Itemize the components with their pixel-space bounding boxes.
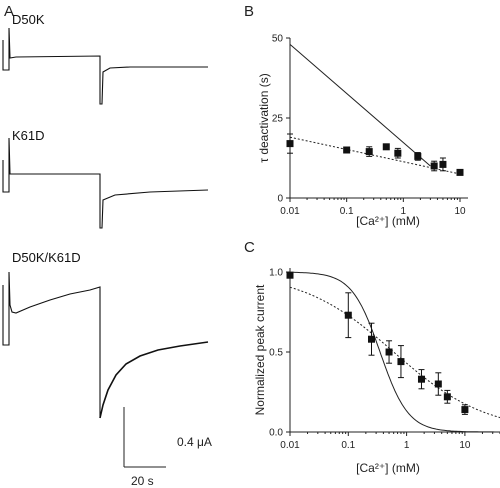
time-scale-label: 20 s [131,474,154,488]
chart-c-data-point [461,406,469,414]
trace-d50k-k61d [2,271,209,419]
chart-c-fit-solid [290,271,500,433]
chart-tau-deactivation: 0.01 0.1 1 10 0 25 50 [Ca²⁺] (mM) τ deactivati… [257,34,468,228]
chart-c-y-tick-label: 1.0 [269,268,283,279]
panel-c-letter: C [244,239,255,256]
chart-b-y-tick-label: 25 [272,114,284,125]
chart-c-data-point [286,271,294,279]
trace-k61d [2,137,209,229]
trace-label-k61d: K61D [12,128,45,143]
chart-c-x-label: [Ca²⁺] (mM) [356,461,420,475]
trace-label-d50k-k61d: D50K/K61D [12,250,81,265]
trace-label-d50k: D50K [12,12,45,27]
chart-b-data-point [414,152,422,160]
chart-b-y-label: τ deactivation (s) [257,73,271,162]
panel-a-letter: A [4,3,14,20]
chart-c-y-tick-label: 0.5 [269,348,283,359]
chart-b-y-tick-label: 50 [272,34,284,45]
chart-c-x-tick-label: 10 [459,440,471,451]
chart-c-data-point [417,375,425,383]
chart-b-fit-solid [289,44,431,167]
chart-b-y-tick-label: 0 [277,194,283,205]
chart-b-data-point [343,146,351,154]
chart-b-data-point [430,162,438,170]
chart-normalized-peak-current: 0.01 0.1 1 10 0.0 0.5 1.0 [Ca²⁺] (mM) Normaliz… [253,268,500,475]
trace-d50k [2,27,208,105]
chart-b-x-label: [Ca²⁺] (mM) [356,214,420,228]
chart-c-data-point [443,393,451,401]
chart-c-x-tick-label: 0.01 [280,440,300,451]
chart-c-y-label: Normalized peak current [253,284,267,415]
chart-c-data-point [344,311,352,319]
scale-bar: 0.4 μA 20 s [123,407,212,488]
panel-b-letter: B [244,3,254,20]
chart-b-x-tick-label: 1 [401,206,407,217]
chart-c-data-point [434,380,442,388]
chart-c-data-point [385,348,393,356]
chart-c-y-tick-label: 0.0 [269,428,283,439]
chart-c-x-tick-label: 0.1 [341,440,355,451]
chart-b-data-point [456,168,464,176]
chart-c-data-point [367,335,375,343]
current-scale-label: 0.4 μA [177,435,212,449]
chart-b-data-point [382,143,390,151]
chart-b-x-tick-label: 10 [454,206,466,217]
chart-b-data-point [439,160,447,168]
chart-c-fit-dotted [289,286,500,419]
chart-b-data-point [365,148,373,156]
chart-b-data-point [394,149,402,157]
chart-c-data-point [397,358,405,366]
chart-c-x-tick-label: 1 [404,440,410,451]
chart-b-x-tick-label: 0.1 [340,206,354,217]
chart-b-x-tick-label: 0.01 [280,206,300,217]
chart-b-data-point [286,140,294,148]
